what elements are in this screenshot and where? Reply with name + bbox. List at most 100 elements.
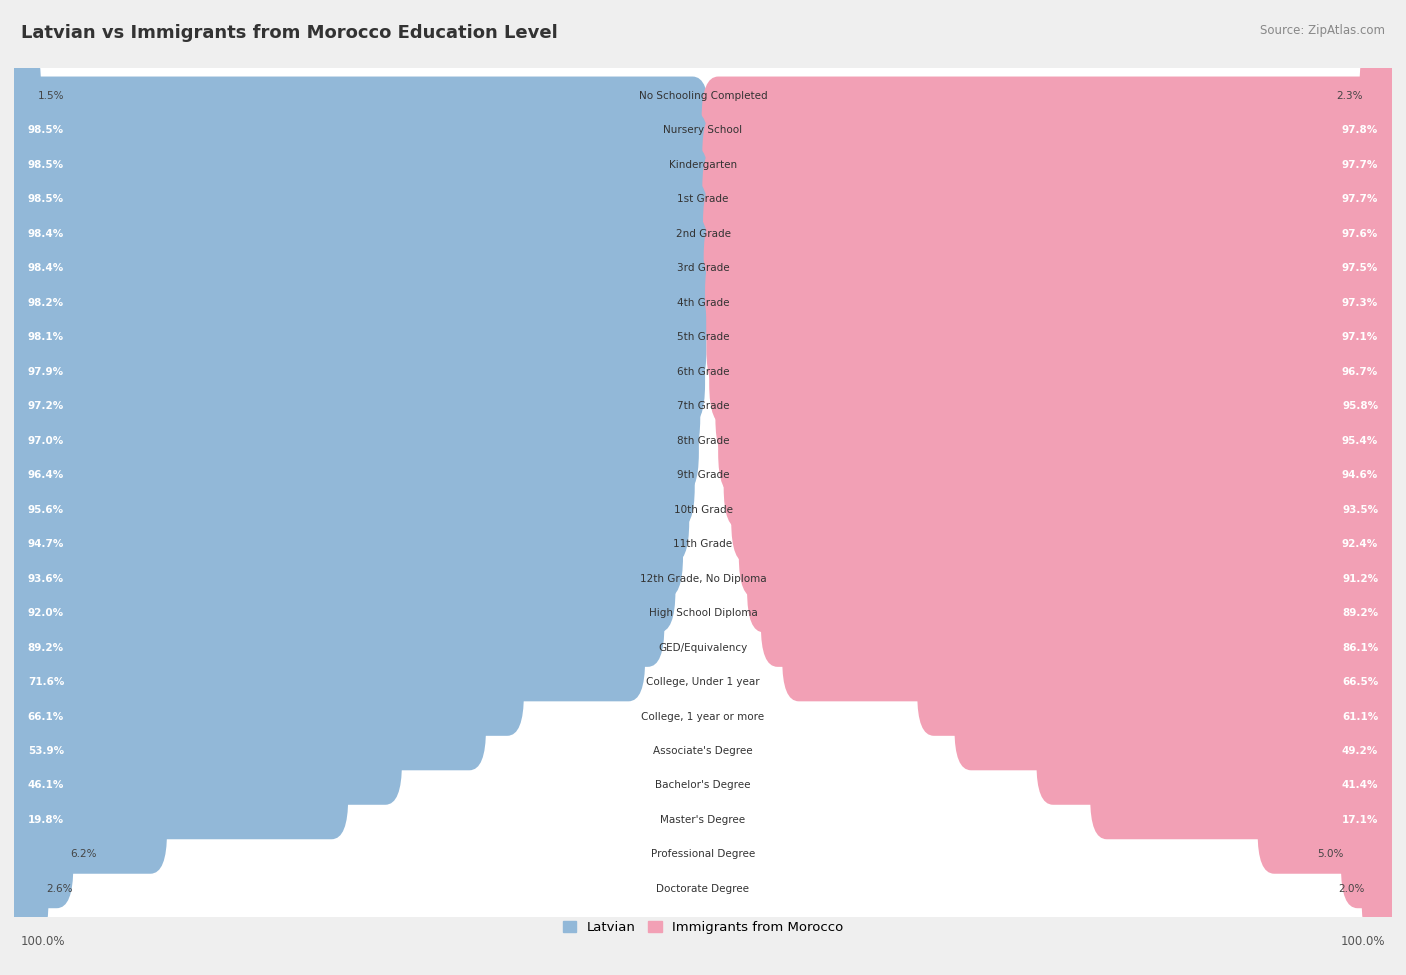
Text: 98.4%: 98.4%: [28, 229, 65, 239]
FancyBboxPatch shape: [0, 111, 709, 218]
FancyBboxPatch shape: [0, 29, 1406, 163]
FancyBboxPatch shape: [0, 133, 1406, 266]
FancyBboxPatch shape: [706, 284, 1406, 391]
FancyBboxPatch shape: [1341, 800, 1406, 909]
FancyBboxPatch shape: [0, 788, 1406, 921]
Text: 1st Grade: 1st Grade: [678, 194, 728, 205]
Text: 98.4%: 98.4%: [28, 263, 65, 273]
Text: 86.1%: 86.1%: [1341, 643, 1378, 652]
Text: 61.1%: 61.1%: [1341, 712, 1378, 722]
FancyBboxPatch shape: [0, 628, 524, 736]
FancyBboxPatch shape: [0, 284, 706, 391]
Text: Latvian vs Immigrants from Morocco Education Level: Latvian vs Immigrants from Morocco Educa…: [21, 24, 558, 42]
FancyBboxPatch shape: [0, 42, 41, 149]
Text: 3rd Grade: 3rd Grade: [676, 263, 730, 273]
Text: 91.2%: 91.2%: [1343, 573, 1378, 584]
Text: 93.6%: 93.6%: [28, 573, 63, 584]
Text: Kindergarten: Kindergarten: [669, 160, 737, 170]
FancyBboxPatch shape: [1036, 697, 1406, 804]
Text: 2nd Grade: 2nd Grade: [675, 229, 731, 239]
FancyBboxPatch shape: [1090, 731, 1406, 839]
FancyBboxPatch shape: [0, 615, 1406, 749]
Text: 95.6%: 95.6%: [28, 505, 63, 515]
Text: 94.7%: 94.7%: [28, 539, 65, 549]
FancyBboxPatch shape: [731, 456, 1406, 564]
Text: 93.5%: 93.5%: [1343, 505, 1378, 515]
Text: 98.5%: 98.5%: [28, 126, 63, 136]
Legend: Latvian, Immigrants from Morocco: Latvian, Immigrants from Morocco: [557, 916, 849, 940]
Text: 97.6%: 97.6%: [1341, 229, 1378, 239]
FancyBboxPatch shape: [1360, 42, 1406, 149]
FancyBboxPatch shape: [0, 697, 402, 804]
Text: 12th Grade, No Diploma: 12th Grade, No Diploma: [640, 573, 766, 584]
Text: No Schooling Completed: No Schooling Completed: [638, 91, 768, 100]
Text: 9th Grade: 9th Grade: [676, 470, 730, 480]
Text: 89.2%: 89.2%: [28, 643, 63, 652]
Text: 1.5%: 1.5%: [38, 91, 65, 100]
FancyBboxPatch shape: [0, 98, 1406, 232]
FancyBboxPatch shape: [0, 214, 709, 322]
Text: 98.1%: 98.1%: [28, 332, 63, 342]
FancyBboxPatch shape: [0, 525, 675, 633]
FancyBboxPatch shape: [0, 76, 709, 184]
Text: 98.5%: 98.5%: [28, 194, 63, 205]
FancyBboxPatch shape: [0, 443, 1406, 576]
FancyBboxPatch shape: [718, 387, 1406, 494]
FancyBboxPatch shape: [1257, 766, 1406, 874]
Text: 97.7%: 97.7%: [1341, 160, 1378, 170]
Text: 71.6%: 71.6%: [28, 677, 65, 687]
Text: 7th Grade: 7th Grade: [676, 401, 730, 411]
Text: 10th Grade: 10th Grade: [673, 505, 733, 515]
FancyBboxPatch shape: [0, 352, 700, 460]
Text: 89.2%: 89.2%: [1343, 608, 1378, 618]
Text: 94.6%: 94.6%: [1341, 470, 1378, 480]
FancyBboxPatch shape: [0, 581, 1406, 715]
Text: 11th Grade: 11th Grade: [673, 539, 733, 549]
Text: 97.1%: 97.1%: [1341, 332, 1378, 342]
Text: Doctorate Degree: Doctorate Degree: [657, 884, 749, 894]
Text: 2.0%: 2.0%: [1339, 884, 1364, 894]
FancyBboxPatch shape: [0, 305, 1406, 439]
FancyBboxPatch shape: [0, 719, 1406, 852]
FancyBboxPatch shape: [0, 731, 349, 839]
Text: 97.5%: 97.5%: [1341, 263, 1378, 273]
FancyBboxPatch shape: [0, 594, 645, 701]
FancyBboxPatch shape: [0, 249, 707, 357]
FancyBboxPatch shape: [0, 63, 1406, 197]
Text: College, Under 1 year: College, Under 1 year: [647, 677, 759, 687]
Text: 100.0%: 100.0%: [1340, 935, 1385, 948]
FancyBboxPatch shape: [0, 202, 1406, 335]
FancyBboxPatch shape: [0, 512, 1406, 645]
FancyBboxPatch shape: [716, 352, 1406, 460]
Text: 96.4%: 96.4%: [28, 470, 65, 480]
FancyBboxPatch shape: [0, 663, 486, 770]
FancyBboxPatch shape: [703, 180, 1406, 288]
Text: 97.8%: 97.8%: [1341, 126, 1378, 136]
FancyBboxPatch shape: [0, 684, 1406, 818]
Text: 92.4%: 92.4%: [1341, 539, 1378, 549]
Text: 53.9%: 53.9%: [28, 746, 63, 756]
Text: 96.7%: 96.7%: [1341, 367, 1378, 376]
FancyBboxPatch shape: [0, 145, 709, 254]
FancyBboxPatch shape: [0, 387, 699, 494]
FancyBboxPatch shape: [0, 836, 48, 943]
Text: 2.3%: 2.3%: [1336, 91, 1362, 100]
Text: 2.6%: 2.6%: [46, 884, 72, 894]
Text: 97.3%: 97.3%: [1341, 297, 1378, 308]
FancyBboxPatch shape: [0, 180, 709, 288]
Text: 41.4%: 41.4%: [1341, 780, 1378, 791]
FancyBboxPatch shape: [0, 167, 1406, 300]
Text: 5th Grade: 5th Grade: [676, 332, 730, 342]
Text: 5.0%: 5.0%: [1317, 849, 1344, 859]
FancyBboxPatch shape: [0, 318, 704, 425]
FancyBboxPatch shape: [0, 546, 1406, 680]
Text: 66.5%: 66.5%: [1341, 677, 1378, 687]
FancyBboxPatch shape: [761, 560, 1406, 667]
Text: Professional Degree: Professional Degree: [651, 849, 755, 859]
FancyBboxPatch shape: [0, 373, 1406, 508]
FancyBboxPatch shape: [0, 649, 1406, 783]
Text: 98.5%: 98.5%: [28, 160, 63, 170]
FancyBboxPatch shape: [782, 594, 1406, 701]
Text: 4th Grade: 4th Grade: [676, 297, 730, 308]
Text: 49.2%: 49.2%: [1341, 746, 1378, 756]
